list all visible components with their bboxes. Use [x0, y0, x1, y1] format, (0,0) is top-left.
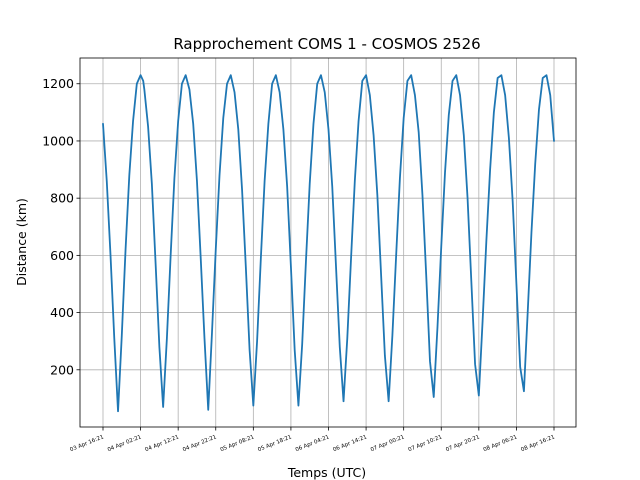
y-axis-label: Distance (km): [14, 198, 29, 286]
plot-frame: [79, 57, 577, 428]
series-layer: [102, 74, 555, 413]
y-tick-label: 400: [50, 305, 74, 320]
y-tick-label: 600: [50, 248, 74, 263]
chart-title: Rapprochement COMS 1 - COSMOS 2526: [173, 35, 480, 53]
y-tick-label: 800: [50, 191, 74, 206]
y-tick-label: 1200: [42, 76, 74, 91]
y-axis: 200 400 600 800 1000 1200: [42, 76, 80, 377]
y-tick-label: 1000: [42, 133, 74, 148]
series-line-0: [102, 74, 555, 413]
grid-lines: [80, 58, 576, 427]
y-tick-label: 200: [50, 362, 74, 377]
x-axis-label: Temps (UTC): [287, 465, 366, 480]
